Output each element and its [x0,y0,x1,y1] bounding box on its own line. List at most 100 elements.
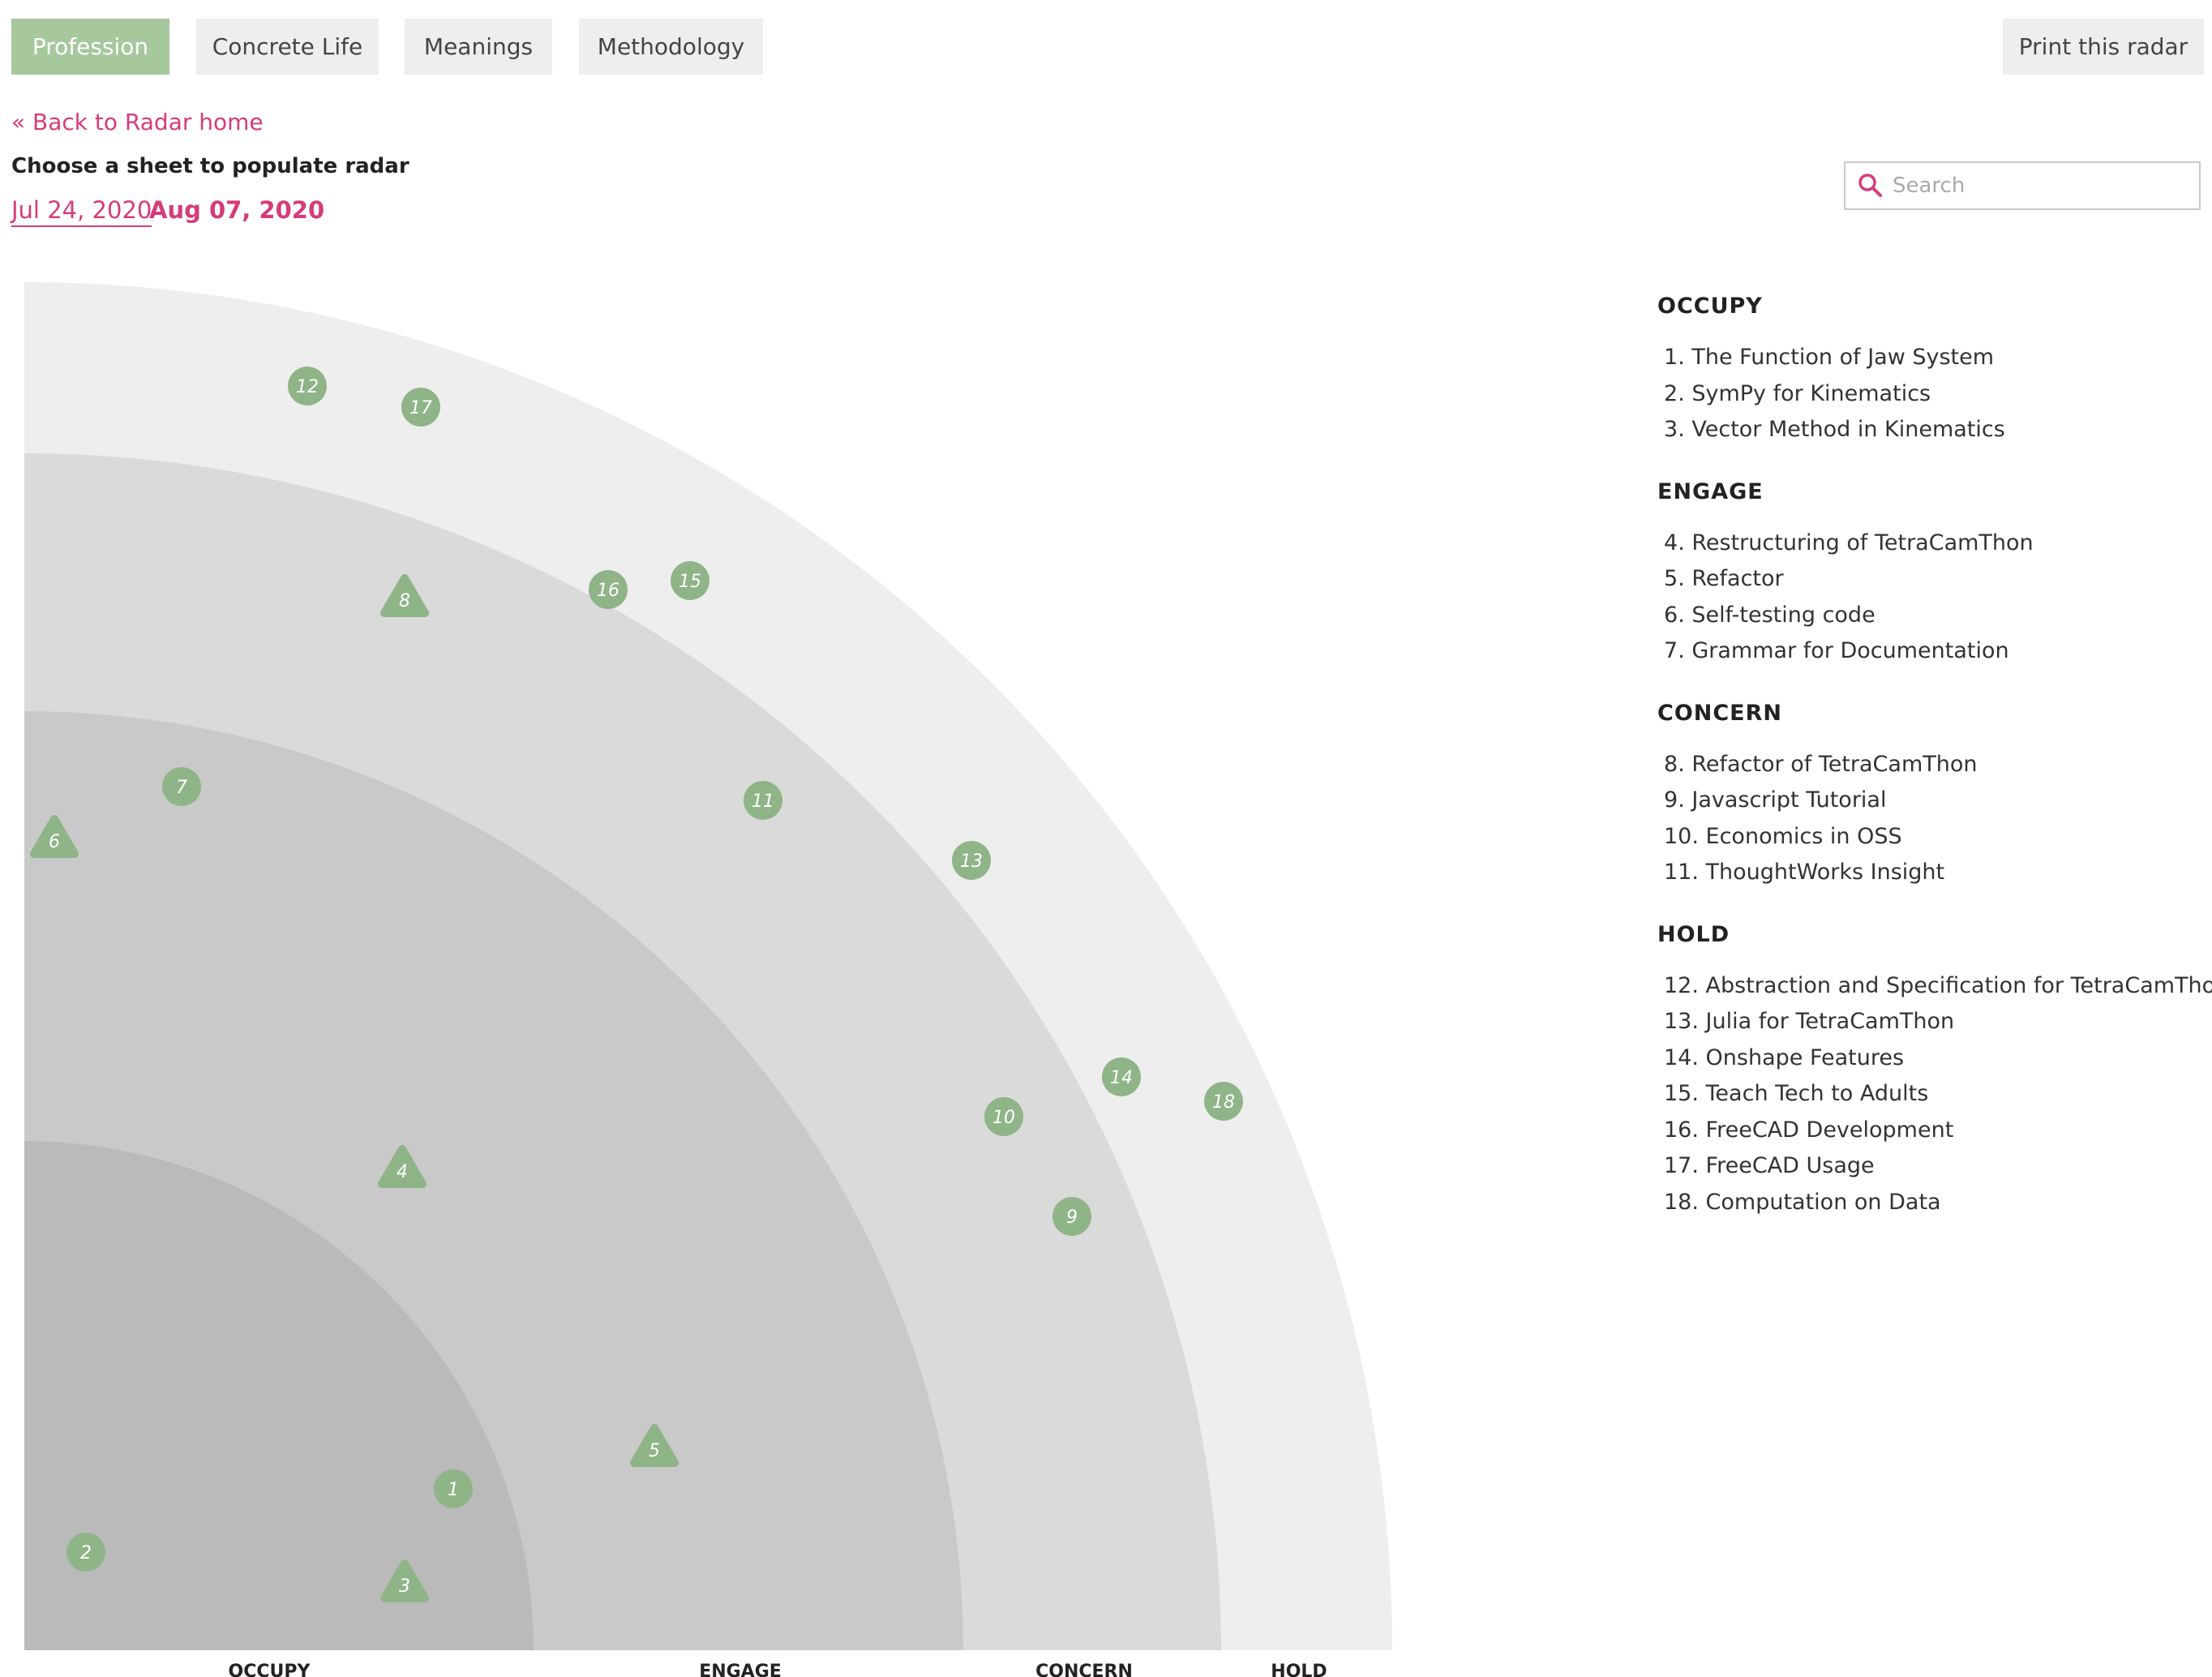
search-box[interactable] [1844,161,2201,210]
sheet-link-aug-07[interactable]: Aug 07, 2020 [149,196,325,224]
search-icon [1858,174,1882,197]
ring-label-hold: HOLD [1271,1662,1327,1677]
legend-item-label: Restructuring of TetraCamThon [1691,530,2034,555]
legend-item-16[interactable]: 16. FreeCAD Development [1664,1113,2209,1149]
blip-number: 8 [399,591,410,611]
legend-item-number: 17 [1664,1153,1692,1178]
blip-2[interactable]: 2 [66,1533,105,1572]
legend-item-number: 18 [1664,1189,1692,1215]
blip-number: 13 [960,851,983,872]
legend-item-number: 16 [1664,1117,1692,1143]
legend-item-separator: . [1691,860,1706,885]
choose-sheet-label: Choose a sheet to populate radar [11,154,409,178]
legend-item-number: 3 [1664,417,1678,442]
legend-item-separator: . [1678,345,1692,370]
legend-item-2[interactable]: 2. SymPy for Kinematics [1664,376,2209,413]
legend-item-number: 11 [1664,860,1692,885]
blip-13[interactable]: 13 [952,841,991,880]
legend-item-10[interactable]: 10. Economics in OSS [1664,819,2209,856]
legend-item-7[interactable]: 7. Grammar for Documentation [1664,633,2209,670]
legend-item-separator: . [1691,1009,1706,1034]
blip-8[interactable]: 8 [380,574,429,617]
legend-item-12[interactable]: 12. Abstraction and Specification for Te… [1664,968,2212,1005]
back-to-radar-home-link[interactable]: « Back to Radar home [11,109,264,135]
blip-number: 5 [649,1441,660,1461]
legend-item-separator: . [1678,380,1692,406]
legend-list-concern: 8. Refactor of TetraCamThon 9. Javascript… [1657,747,2209,891]
legend-item-separator: . [1678,638,1692,663]
blip-number: 9 [1066,1207,1078,1228]
legend-item-separator: . [1678,530,1692,555]
legend-item-14[interactable]: 14. Onshape Features [1664,1040,2209,1077]
legend-item-13[interactable]: 13. Julia for TetraCamThon [1664,1004,2209,1040]
legend-item-11[interactable]: 11. ThoughtWorks Insight [1664,855,2209,891]
legend-item-number: 8 [1664,751,1678,777]
legend-item-17[interactable]: 17. FreeCAD Usage [1664,1148,2209,1185]
blip-9[interactable]: 9 [1052,1197,1091,1236]
legend-item-number: 10 [1664,823,1692,849]
legend-item-separator: . [1691,1081,1706,1106]
blip-11[interactable]: 11 [744,781,782,820]
tab-meanings[interactable]: Meanings [405,19,552,75]
legend-item-4[interactable]: 4. Restructuring of TetraCamThon [1664,525,2209,562]
legend-item-separator: . [1691,1044,1706,1070]
legend-item-separator: . [1691,1117,1706,1143]
blip-6[interactable]: 6 [30,815,79,858]
blip-3[interactable]: 3 [380,1559,429,1602]
legend-item-1[interactable]: 1. The Function of Jaw System [1664,340,2209,376]
legend-item-9[interactable]: 9. Javascript Tutorial [1664,783,2209,819]
search-input[interactable] [1891,173,2186,199]
legend-item-label: Economics in OSS [1705,823,1902,849]
legend-item-number: 12 [1664,972,1692,998]
blip-number: 7 [176,778,187,798]
blip-10[interactable]: 10 [984,1097,1023,1136]
print-radar-button[interactable]: Print this radar [2003,19,2204,75]
legend-item-number: 5 [1664,566,1678,591]
blip-5[interactable]: 5 [630,1424,679,1467]
legend-heading-occupy: OCCUPY [1657,294,1763,319]
legend-item-18[interactable]: 18. Computation on Data [1664,1185,2209,1221]
blip-12[interactable]: 12 [288,367,327,405]
legend-item-8[interactable]: 8. Refactor of TetraCamThon [1664,747,2209,783]
legend-item-number: 1 [1664,345,1678,370]
blip-7[interactable]: 7 [162,767,201,806]
legend-item-separator: . [1678,417,1692,442]
legend-item-6[interactable]: 6. Self-testing code [1664,598,2209,634]
legend-item-separator: . [1678,602,1692,628]
blip-number: 18 [1212,1092,1235,1113]
ring-label-concern: CONCERN [1035,1662,1133,1677]
legend-heading-engage: ENGAGE [1657,478,1764,504]
legend-item-separator: . [1678,787,1692,813]
radar-legend: OCCUPY 1. The Function of Jaw System 2. Sy… [1657,294,2212,1251]
legend-list-occupy: 1. The Function of Jaw System 2. SymPy fo… [1657,340,2209,448]
blip-number: 4 [397,1162,408,1182]
tab-concrete-life[interactable]: Concrete Life [196,19,379,75]
blip-1[interactable]: 1 [434,1469,473,1508]
tab-profession[interactable]: Profession [11,19,169,75]
legend-item-number: 6 [1664,602,1678,628]
blip-17[interactable]: 17 [401,388,440,427]
legend-item-separator: . [1691,972,1706,998]
legend-item-5[interactable]: 5. Refactor [1664,561,2209,598]
legend-heading-hold: HOLD [1657,921,1730,947]
legend-item-15[interactable]: 15. Teach Tech to Adults [1664,1076,2209,1113]
legend-item-separator: . [1691,1189,1706,1215]
blip-14[interactable]: 14 [1102,1057,1141,1096]
legend-item-label: FreeCAD Development [1705,1117,1954,1143]
blip-16[interactable]: 16 [589,570,628,609]
legend-item-label: FreeCAD Usage [1705,1153,1875,1178]
blip-4[interactable]: 4 [378,1145,427,1188]
legend-item-label: ThoughtWorks Insight [1705,860,1945,885]
legend-item-label: Self-testing code [1691,602,1875,628]
legend-item-separator: . [1691,823,1706,849]
legend-item-label: Teach Tech to Adults [1705,1081,1929,1106]
legend-item-number: 7 [1664,638,1678,663]
legend-item-label: Abstraction and Specification for TetraC… [1705,972,2212,998]
sheet-link-jul-24[interactable]: Jul 24, 2020 [11,196,152,227]
blip-15[interactable]: 15 [671,561,709,600]
blip-18[interactable]: 18 [1204,1082,1243,1121]
legend-item-label: Julia for TetraCamThon [1705,1009,1955,1034]
legend-item-3[interactable]: 3. Vector Method in Kinematics [1664,412,2209,448]
tab-methodology[interactable]: Methodology [579,19,763,75]
legend-list-hold: 12. Abstraction and Specification for Te… [1657,968,2212,1221]
